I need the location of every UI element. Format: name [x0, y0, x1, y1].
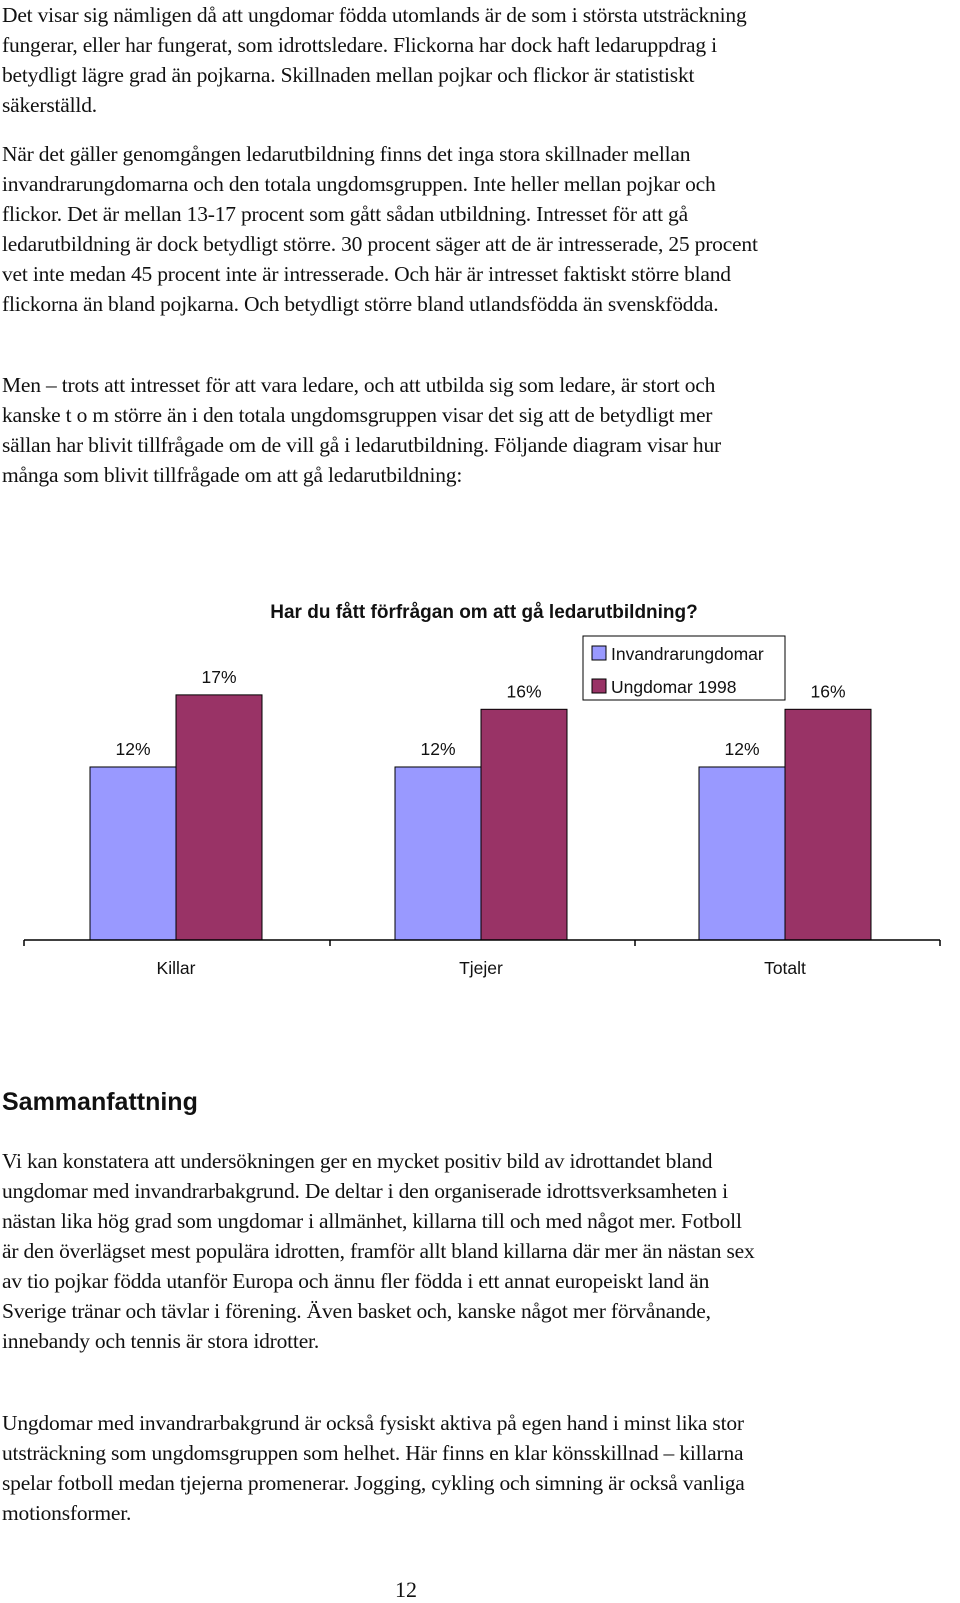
legend-swatch-invandrarungdomar — [591, 645, 607, 661]
data-label-invandrarungdomar-tjejer: 12% — [420, 739, 455, 759]
legend-swatch-ungdomar-1998 — [591, 678, 607, 694]
summary-heading: Sammanfattning — [2, 1088, 198, 1116]
data-label-invandrarungdomar-killar: 12% — [115, 739, 150, 759]
chart-title: Har du fått förfrågan om att gå ledarutb… — [270, 602, 698, 623]
summary-paragraph-2: Ungdomar med invandrarbakgrund är också … — [2, 1411, 745, 1525]
legend-label-invandrarungdomar: Invandrarungdomar — [611, 644, 764, 664]
bar-chart: Har du fått förfrågan om att gå ledarutb… — [23, 602, 941, 978]
bar-ungdomar-1998-tjejer — [480, 708, 568, 941]
legend-box — [582, 635, 786, 701]
data-label-ungdomar-1998-totalt: 16% — [810, 681, 845, 701]
body-paragraph-3: Men – trots att intresset för att vara l… — [2, 373, 721, 487]
bar-ungdomar-1998-totalt — [784, 708, 872, 941]
data-label-ungdomar-1998-tjejer: 16% — [506, 681, 541, 701]
body-paragraph-2: När det gäller genomgången ledarutbildni… — [2, 142, 758, 316]
bar-invandrarungdomar-killar — [89, 766, 177, 941]
category-label-totalt: Totalt — [764, 958, 806, 978]
category-label-killar: Killar — [157, 958, 196, 978]
legend-label-ungdomar-1998: Ungdomar 1998 — [611, 677, 737, 697]
summary-paragraph-1: Vi kan konstatera att undersökningen ger… — [2, 1149, 755, 1353]
data-label-ungdomar-1998-killar: 17% — [201, 667, 236, 687]
category-label-tjejer: Tjejer — [459, 958, 503, 978]
bar-ungdomar-1998-killar — [175, 694, 263, 941]
bar-invandrarungdomar-totalt — [698, 766, 786, 941]
page-number: 12 — [395, 1577, 417, 1602]
bar-invandrarungdomar-tjejer — [394, 766, 482, 941]
legend: Invandrarungdomar Ungdomar 1998 — [582, 635, 786, 701]
data-label-invandrarungdomar-totalt: 12% — [724, 739, 759, 759]
body-paragraph-1: Det visar sig nämligen då att ungdomar f… — [2, 3, 747, 117]
